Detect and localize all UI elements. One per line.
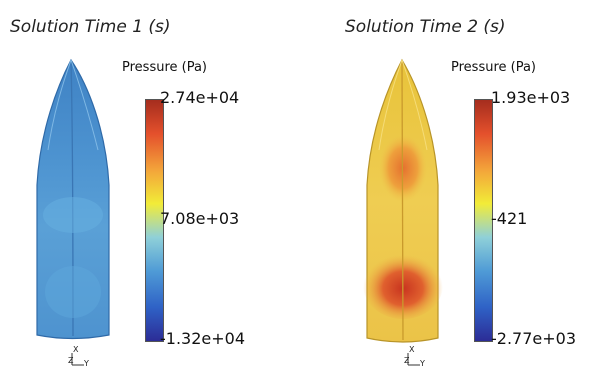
hull-keel-line [401, 61, 404, 341]
color-scale-bar [145, 99, 164, 342]
hull-chine-line [47, 59, 72, 151]
axis-z-label: Z [404, 356, 410, 365]
axis-y-label: Y [84, 359, 89, 368]
legend-max-value: 2.74e+04 [160, 88, 240, 107]
pressure-region [45, 266, 101, 318]
hull-chine-line [401, 59, 428, 151]
legend-mid-value: 7.08e+03 [160, 209, 240, 228]
axis-triad-icon [407, 353, 420, 366]
hull-contour-view [36, 58, 110, 340]
axis-triad-icon [71, 353, 84, 366]
axis-triad: X Z Y [66, 345, 106, 370]
axis-triad: X Z Y [402, 345, 442, 370]
contour-panel-time-2: Solution Time 2 (s) Pressur [296, 0, 593, 372]
contour-panel-time-1: Solution Time 1 (s) Pressure (Pa) 2.74e+… [0, 0, 296, 372]
panel-title: Solution Time 1 (s) [10, 17, 171, 37]
axis-x-label: X [409, 345, 415, 354]
axis-x-label: X [73, 345, 79, 354]
legend-mid-value: -421 [491, 209, 528, 228]
color-scale-bar [474, 99, 493, 342]
legend-max-value: 1.93e+03 [491, 88, 571, 107]
axis-z-label: Z [68, 356, 74, 365]
legend-min-value: -2.77e+03 [491, 329, 577, 348]
hull-chine-line [70, 59, 99, 151]
hull-contour-view [363, 58, 443, 343]
legend-min-value: -1.32e+04 [160, 329, 246, 348]
legend-title: Pressure (Pa) [122, 60, 208, 75]
hull-chine-line [378, 59, 403, 151]
legend-title: Pressure (Pa) [451, 60, 537, 75]
pressure-region [43, 197, 103, 233]
panel-title: Solution Time 2 (s) [345, 17, 506, 37]
axis-y-label: Y [420, 359, 425, 368]
